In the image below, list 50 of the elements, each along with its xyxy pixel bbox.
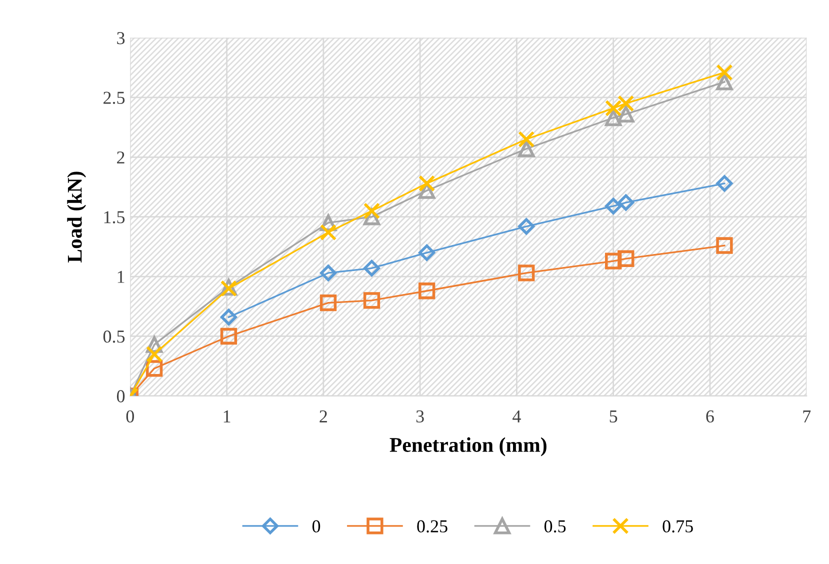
point (716, 74, 733, 90)
point (605, 198, 622, 214)
point (320, 294, 337, 312)
point (605, 252, 622, 270)
point (363, 202, 380, 220)
point (618, 194, 634, 211)
point (716, 175, 733, 192)
y-axis-title: Load (kN) (67, 172, 86, 263)
y-tick-label: 1.5 (104, 211, 125, 224)
x-tick-label: 2 (320, 410, 327, 422)
point (220, 308, 237, 326)
point (363, 260, 380, 276)
x-tick-label: 1 (224, 410, 230, 422)
point (618, 250, 634, 267)
y-tick-label: 0 (116, 390, 125, 402)
point (518, 130, 535, 148)
legend-label: 0.5 (544, 520, 566, 533)
point (418, 175, 436, 192)
point (605, 109, 622, 126)
point (220, 328, 238, 345)
point (605, 100, 622, 117)
point (320, 224, 337, 241)
point (418, 244, 436, 261)
point (146, 346, 163, 362)
point (618, 95, 634, 112)
y-tick-label: 3 (117, 32, 125, 44)
point (518, 140, 535, 158)
point (146, 360, 163, 377)
legend-label: 0.75 (662, 520, 693, 533)
legend-label: 0.25 (417, 520, 448, 533)
point (518, 264, 535, 282)
y-tick-label: 2.5 (104, 92, 125, 104)
point (618, 106, 634, 123)
point (418, 282, 436, 300)
point (363, 292, 380, 309)
point (320, 264, 337, 282)
x-axis-title: Penetration (mm) (390, 437, 546, 456)
x-tick-label: 4 (512, 410, 521, 422)
point (518, 218, 535, 235)
y-tick-label: 2 (117, 151, 124, 164)
legend-label: 0 (312, 520, 320, 532)
x-tick-label: 5 (610, 410, 618, 423)
x-tick-label: 3 (416, 410, 424, 423)
point (716, 237, 733, 254)
y-tick-label: 0.5 (103, 330, 125, 343)
y-tick-label: 1 (118, 270, 124, 283)
x-tick-label: 6 (706, 410, 714, 423)
x-tick-label: 0 (126, 410, 134, 423)
point (716, 64, 733, 81)
x-tick-label: 7 (803, 410, 811, 422)
